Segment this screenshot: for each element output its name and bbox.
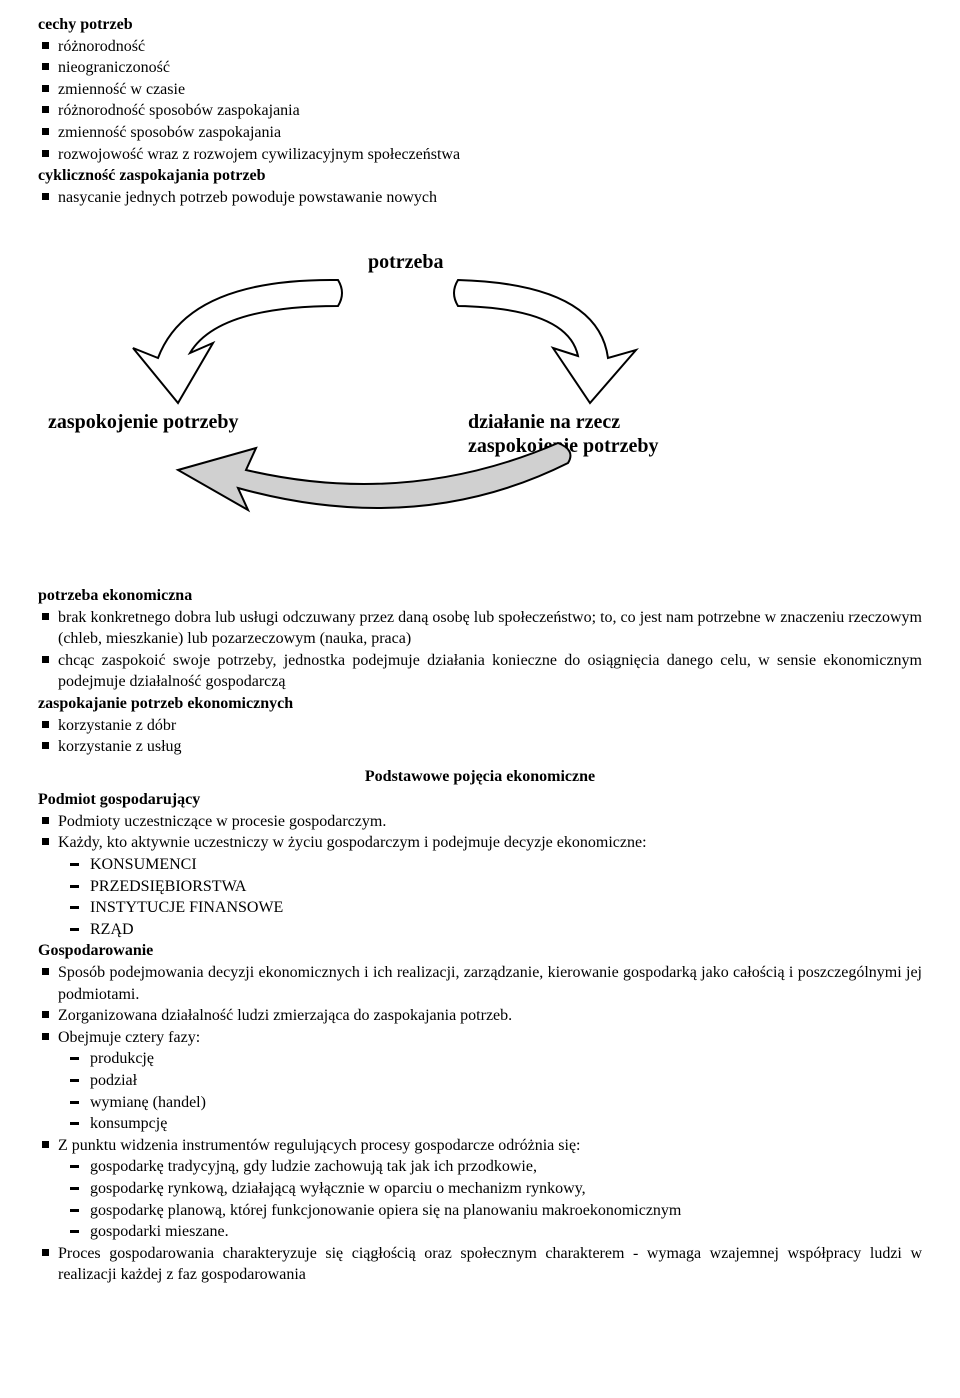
gos-typy: gospodarkę tradycyjną, gdy ludzie zachow… (38, 1156, 922, 1242)
pg-list: Podmioty uczestniczące w procesie gospod… (38, 811, 922, 854)
list-item: Zorganizowana działalność ludzi zmierzaj… (38, 1005, 922, 1027)
list-item: nieograniczoność (38, 57, 922, 79)
list-item: KONSUMENCI (54, 854, 922, 876)
cykl-list: nasycanie jednych potrzeb powoduje powst… (38, 187, 922, 209)
heading-pe: potrzeba ekonomiczna (38, 585, 922, 607)
list-item: zmienność w czasie (38, 79, 922, 101)
list-item: korzystanie z dóbr (38, 715, 922, 737)
list-item: chcąc zaspokoić swoje potrzeby, jednostk… (38, 650, 922, 693)
list-item: INSTYTUCJE FINANSOWE (54, 897, 922, 919)
list-item: różnorodność (38, 36, 922, 58)
list-item: korzystanie z usług (38, 736, 922, 758)
list-item: gospodarkę rynkową, działającą wyłącznie… (54, 1178, 922, 1200)
heading-gos: Gospodarowanie (38, 940, 922, 962)
list-item: RZĄD (54, 919, 922, 941)
gos-fazy: produkcję podział wymianę (handel) konsu… (38, 1048, 922, 1134)
diagram-label-right1: działanie na rzecz (468, 411, 620, 433)
list-item: Z punktu widzenia instrumentów regulując… (38, 1135, 922, 1157)
cycle-diagram: potrzeba zaspokojenie potrzeby działanie… (38, 238, 922, 525)
list-item: PRZEDSIĘBIORSTWA (54, 876, 922, 898)
list-item: Sposób podejmowania decyzji ekonomicznyc… (38, 962, 922, 1005)
heading-cykl: cykliczność zaspokajania potrzeb (38, 165, 922, 187)
heading-cechy: cechy potrzeb (38, 14, 922, 36)
diagram-label-left: zaspokojenie potrzeby (48, 411, 239, 433)
list-item: konsumpcję (54, 1113, 922, 1135)
list-item: Proces gospodarowania charakteryzuje się… (38, 1243, 922, 1286)
gos-list3: Proces gospodarowania charakteryzuje się… (38, 1243, 922, 1286)
center-title: Podstawowe pojęcia ekonomiczne (38, 766, 922, 788)
cechy-list: różnorodność nieograniczoność zmienność … (38, 36, 922, 166)
list-item: wymianę (handel) (54, 1092, 922, 1114)
list-item: nasycanie jednych potrzeb powoduje powst… (38, 187, 922, 209)
list-item: Każdy, kto aktywnie uczestniczy w życiu … (38, 832, 922, 854)
list-item: gospodarki mieszane. (54, 1221, 922, 1243)
list-item: gospodarkę planową, której funkcjonowani… (54, 1200, 922, 1222)
pe-list: brak konkretnego dobra lub usługi odczuw… (38, 607, 922, 693)
gos-list2: Z punktu widzenia instrumentów regulując… (38, 1135, 922, 1157)
gos-list: Sposób podejmowania decyzji ekonomicznyc… (38, 962, 922, 1048)
heading-zpe: zaspokajanie potrzeb ekonomicznych (38, 693, 922, 715)
list-item: produkcję (54, 1048, 922, 1070)
list-item: rozwojowość wraz z rozwojem cywilizacyjn… (38, 144, 922, 166)
list-item: różnorodność sposobów zaspokajania (38, 100, 922, 122)
list-item: brak konkretnego dobra lub usługi odczuw… (38, 607, 922, 650)
list-item: gospodarkę tradycyjną, gdy ludzie zachow… (54, 1156, 922, 1178)
pg-sublist: KONSUMENCI PRZEDSIĘBIORSTWA INSTYTUCJE F… (38, 854, 922, 940)
list-item: Obejmuje cztery fazy: (38, 1027, 922, 1049)
diagram-label-top: potrzeba (368, 251, 444, 273)
list-item: podział (54, 1070, 922, 1092)
list-item: zmienność sposobów zaspokajania (38, 122, 922, 144)
zpe-list: korzystanie z dóbr korzystanie z usług (38, 715, 922, 758)
heading-pg: Podmiot gospodarujący (38, 789, 922, 811)
list-item: Podmioty uczestniczące w procesie gospod… (38, 811, 922, 833)
